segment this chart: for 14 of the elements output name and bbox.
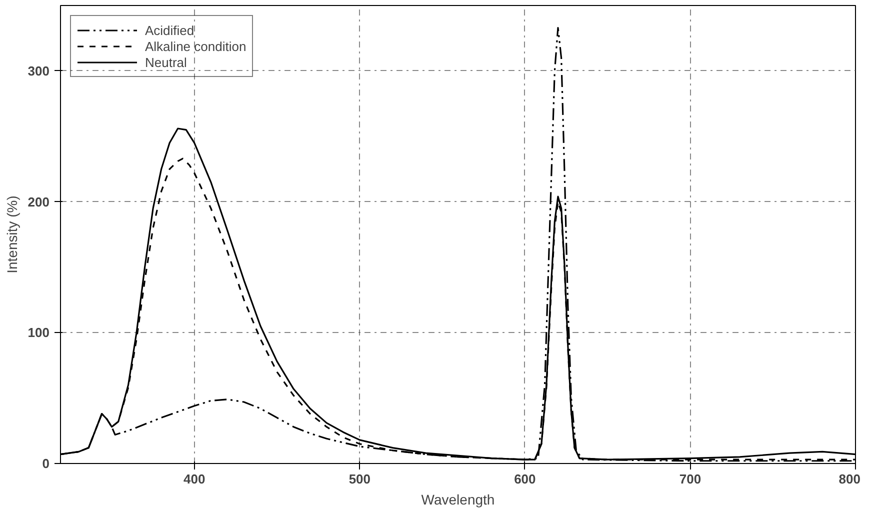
x-axis-title: Wavelength	[421, 492, 495, 508]
legend-label: Neutral	[145, 54, 187, 70]
legend-label: Alkaline condition	[145, 38, 246, 54]
y-tick-label: 0	[42, 456, 50, 471]
y-axis-title: Intensity (%)	[4, 196, 20, 274]
x-tick-label: 600	[514, 472, 536, 486]
x-tick-label: 400	[184, 472, 206, 486]
x-tick-label: 500	[348, 472, 371, 486]
y-tick-label: 300	[28, 63, 50, 78]
y-tick-label: 100	[28, 325, 50, 340]
x-tick-label: 700	[679, 472, 702, 486]
legend-label: Acidified	[145, 22, 194, 38]
y-tick-label: 200	[28, 194, 50, 210]
x-tick-label: 800	[838, 472, 861, 486]
